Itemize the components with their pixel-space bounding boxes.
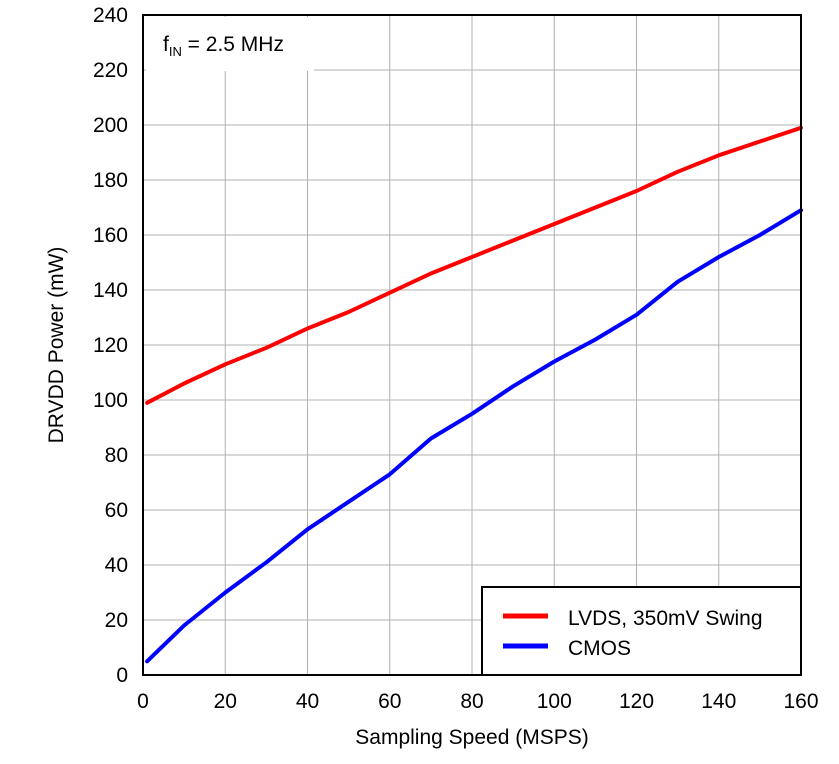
y-tick-label: 20 [105,609,128,632]
x-tick-labels: 0 20 40 60 80 100 120 140 160 [137,690,818,713]
legend: LVDS, 350mV Swing CMOS [481,586,802,676]
y-tick-label: 100 [93,389,128,412]
x-tick-label: 40 [296,690,319,713]
y-tick-label: 180 [93,169,128,192]
x-tick-label: 0 [137,690,149,713]
x-tick-label: 80 [460,690,483,713]
y-tick-label: 160 [93,224,128,247]
plot-area-frame [142,14,802,676]
x-tick-label: 100 [537,690,572,713]
x-tick-label: 20 [214,690,237,713]
series-line-cmos [145,208,803,664]
y-axis-title: DRVDD Power (mW) [45,247,68,444]
y-tick-label: 140 [93,279,128,302]
y-tick-label: 60 [105,499,128,522]
series-line-lvds [145,125,803,405]
x-axis-title: Sampling Speed (MSPS) [355,726,588,749]
x-tick-label: 120 [619,690,654,713]
y-tick-label: 200 [93,114,128,137]
legend-label-cmos: CMOS [568,637,631,660]
y-tick-label: 240 [93,4,128,27]
annotation-fin: fIN = 2.5 MHz [163,33,284,59]
legend-box [481,586,802,676]
y-tick-label: 40 [105,554,128,577]
x-tick-label: 60 [378,690,401,713]
x-tick-label: 160 [783,690,818,713]
x-tick-label: 140 [701,690,736,713]
grid-lines [143,15,801,675]
y-tick-label: 0 [116,664,128,687]
y-tick-label: 80 [105,444,128,467]
y-tick-label: 120 [93,334,128,357]
series-lines [145,125,803,664]
legend-label-lvds: LVDS, 350mV Swing [568,607,763,630]
annotation-background [146,17,314,71]
y-tick-labels: 0 20 40 60 80 100 120 140 160 180 200 220 240 [93,4,128,687]
y-tick-label: 220 [93,59,128,82]
